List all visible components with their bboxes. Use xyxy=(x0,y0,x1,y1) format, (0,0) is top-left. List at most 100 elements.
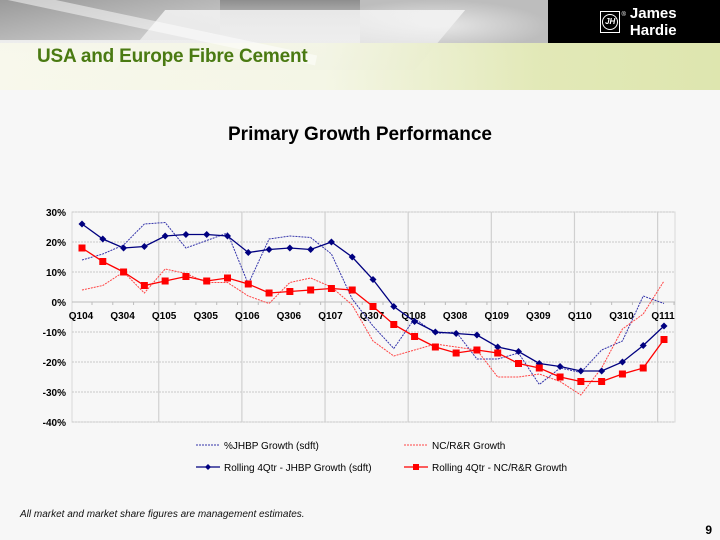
data-point-diamond xyxy=(639,342,647,349)
x-tick-label: Q108 xyxy=(401,311,426,322)
data-point-diamond xyxy=(577,367,585,375)
data-point-diamond xyxy=(99,235,107,243)
data-point-diamond xyxy=(598,367,606,375)
data-point-diamond xyxy=(618,358,626,366)
data-point-square xyxy=(140,282,148,289)
data-point-square xyxy=(203,277,211,285)
data-point-square xyxy=(535,364,543,372)
y-tick-label: -40% xyxy=(43,418,66,429)
x-tick-label: Q106 xyxy=(235,311,260,322)
data-point-diamond xyxy=(556,363,564,370)
data-point-square xyxy=(265,289,273,297)
x-tick-label: Q111 xyxy=(651,311,675,322)
line-chart: 30% 20% 10% 0% -10% -20% -30% -40% Q104 Q304 Q105… xyxy=(43,208,676,474)
data-point-square xyxy=(577,378,585,385)
data-point-diamond xyxy=(452,330,460,337)
data-point-square xyxy=(99,258,107,265)
y-tick-label: -20% xyxy=(43,358,66,369)
data-point-diamond xyxy=(348,253,356,261)
logo-text: James Hardie xyxy=(629,4,677,39)
y-axis: 30% 20% 10% 0% -10% -20% -30% -40% xyxy=(43,208,66,429)
data-point-square xyxy=(369,303,377,310)
data-point-diamond xyxy=(307,246,315,253)
data-point-diamond xyxy=(161,232,169,240)
footnote: All market and market share figures are … xyxy=(20,509,305,520)
x-tick-label: Q304 xyxy=(110,311,135,322)
data-point-square xyxy=(182,273,190,280)
logo-mark-icon: JH xyxy=(600,10,621,33)
x-tick-label: Q107 xyxy=(318,311,343,322)
company-logo: JH ® James Hardie xyxy=(548,0,720,43)
data-point-square xyxy=(431,343,439,351)
series-line-1 xyxy=(81,268,665,396)
data-point-square xyxy=(348,286,356,294)
data-point-diamond xyxy=(660,322,668,330)
logo-mark-text: JH xyxy=(602,13,619,30)
legend-label: %JHBP Growth (sdft) xyxy=(224,441,319,452)
data-point-square xyxy=(411,333,419,340)
data-point-square xyxy=(224,274,231,282)
chart-series xyxy=(78,220,668,396)
data-point-square xyxy=(244,280,252,288)
data-point-square xyxy=(161,277,169,285)
data-point-square xyxy=(598,378,606,385)
header-banner: JH ® James Hardie xyxy=(0,0,720,90)
data-point-square xyxy=(618,370,626,378)
data-point-diamond xyxy=(203,231,211,238)
legend-marker-square xyxy=(413,464,419,470)
x-tick-label: Q104 xyxy=(69,311,94,322)
data-point-diamond xyxy=(140,243,148,250)
data-point-square xyxy=(515,360,522,367)
data-point-diamond xyxy=(286,244,294,252)
chart-grid xyxy=(71,211,676,423)
data-point-square xyxy=(639,364,647,372)
chart-title: Primary Growth Performance xyxy=(228,124,492,145)
data-point-square xyxy=(390,321,398,328)
y-tick-label: 0% xyxy=(52,298,67,309)
legend-marker-diamond xyxy=(205,464,211,470)
data-point-diamond xyxy=(78,220,86,228)
banner-title-band xyxy=(0,43,720,90)
y-tick-label: -10% xyxy=(43,328,66,339)
page-number: 9 xyxy=(705,523,712,537)
data-point-square xyxy=(307,286,315,294)
data-point-diamond xyxy=(411,318,419,325)
legend-label: NC/R&R Growth xyxy=(432,441,505,452)
data-point-diamond xyxy=(515,348,522,355)
registered-mark: ® xyxy=(621,11,626,18)
data-point-square xyxy=(473,346,481,354)
data-point-diamond xyxy=(182,231,190,238)
legend-label: Rolling 4Qtr - JHBP Growth (sdft) xyxy=(224,463,372,474)
x-axis: Q104 Q304 Q105 Q305 Q106 Q306 Q107 Q307 Q108 Q308… xyxy=(69,311,675,322)
data-point-square xyxy=(327,285,335,292)
x-tick-label: Q310 xyxy=(609,311,634,322)
data-point-square xyxy=(494,349,502,357)
x-tick-label: Q308 xyxy=(443,311,468,322)
x-tick-label: Q307 xyxy=(360,311,385,322)
x-tick-label: Q109 xyxy=(484,311,509,322)
x-tick-label: Q105 xyxy=(152,311,177,322)
data-point-diamond xyxy=(390,303,398,310)
y-tick-label: 10% xyxy=(46,268,66,279)
data-point-square xyxy=(120,268,128,276)
data-point-diamond xyxy=(120,244,128,252)
y-tick-label: 20% xyxy=(46,238,66,249)
data-point-square xyxy=(556,373,564,381)
data-point-square xyxy=(660,336,668,343)
data-point-diamond xyxy=(473,331,481,339)
data-point-diamond xyxy=(494,343,502,351)
data-point-square xyxy=(286,288,294,295)
data-point-square xyxy=(452,349,460,357)
data-point-diamond xyxy=(327,238,335,246)
x-tick-label: Q110 xyxy=(568,311,592,322)
x-tick-label: Q309 xyxy=(526,311,551,322)
x-tick-label: Q305 xyxy=(193,311,218,322)
y-tick-label: -30% xyxy=(43,388,66,399)
data-point-diamond xyxy=(224,232,231,240)
data-point-diamond xyxy=(369,276,377,283)
data-point-diamond xyxy=(265,246,273,253)
legend-label: Rolling 4Qtr - NC/R&R Growth xyxy=(432,463,567,474)
y-tick-label: 30% xyxy=(46,208,66,219)
data-point-diamond xyxy=(244,249,252,256)
slide-title: USA and Europe Fibre Cement xyxy=(37,46,308,67)
